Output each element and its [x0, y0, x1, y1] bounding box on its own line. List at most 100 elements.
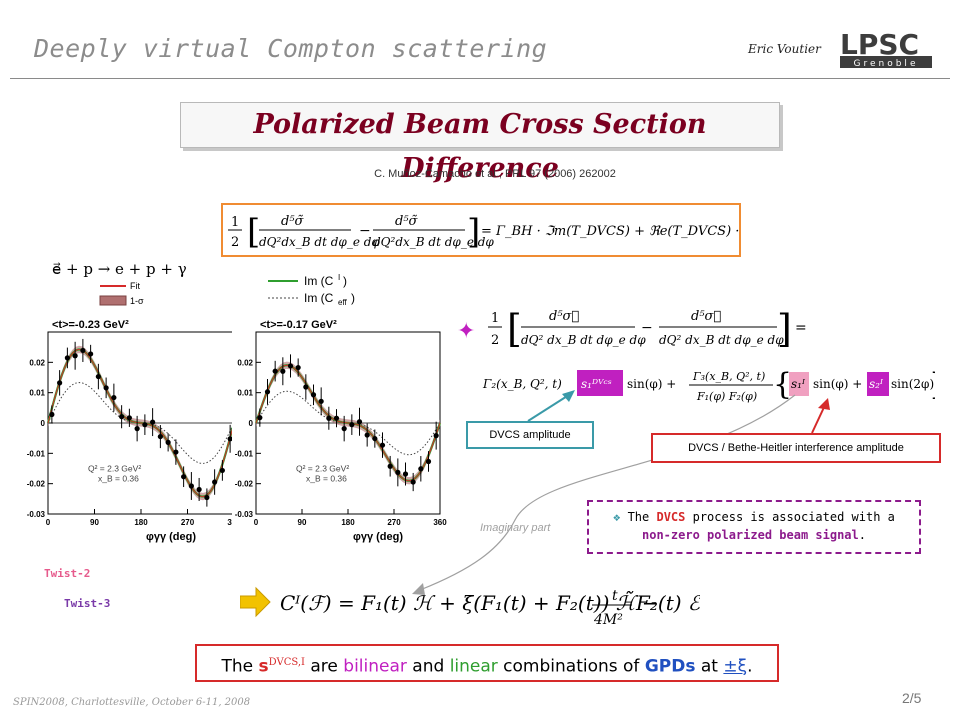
- reaction-equation: e⃗ + p → e + p + γ: [52, 260, 187, 278]
- note-dvcs: DVCS: [656, 510, 686, 524]
- svg-text:d⁵σ̃: d⁵σ̃: [281, 214, 305, 229]
- bsa-decomposition-formula: ✦ 1 2 [ d⁵σ⃗ dQ² dx_B dt dφ_e dφ − d⁵σ⃖ …: [457, 307, 935, 403]
- data-point: [410, 479, 416, 485]
- data-point: [280, 368, 286, 374]
- x-tick-label: 0: [46, 518, 51, 527]
- data-point: [264, 389, 271, 395]
- svg-text:2: 2: [231, 235, 239, 250]
- y-tick-label: -0.02: [27, 480, 46, 489]
- conclusion-p2: are: [304, 656, 344, 677]
- svg-text:]: ]: [777, 307, 792, 351]
- svg-text:s₁ᴵ: s₁ᴵ: [791, 377, 806, 391]
- data-point: [341, 426, 347, 432]
- svg-text:✦: ✦: [457, 319, 475, 344]
- y-tick-label: 0.02: [29, 358, 45, 367]
- conclusion-pm-xi: ±ξ: [723, 656, 748, 677]
- conclusion-p7: .: [747, 656, 753, 677]
- x-tick-label: 360: [433, 518, 447, 527]
- svg-text:1: 1: [491, 311, 499, 326]
- data-point: [333, 415, 340, 421]
- svg-text:[: [: [507, 307, 522, 351]
- svg-text:}: }: [929, 367, 935, 402]
- y-tick-label: -0.03: [27, 510, 46, 519]
- svg-text:s₁ᴰⱽᶜˢ: s₁ᴰⱽᶜˢ: [581, 377, 612, 391]
- y-tick-label: 0: [41, 419, 46, 428]
- data-point: [303, 384, 309, 390]
- data-point: [372, 435, 378, 442]
- plot-left: 0.020.010-0.01-0.02-0.030 90 180 270 360φγγ …: [20, 318, 246, 548]
- conclusion-p6: at: [695, 656, 724, 677]
- kin-q2-label: Q² = 2.3 GeV²: [88, 464, 141, 474]
- data-point: [272, 368, 278, 374]
- data-point: [395, 469, 401, 475]
- data-point: [425, 458, 432, 465]
- svg-text:dQ²dx_B dt dφ_e dφ: dQ²dx_B dt dφ_e dφ: [259, 235, 380, 249]
- svg-text:−: −: [359, 223, 371, 239]
- svg-text:{: {: [773, 367, 792, 402]
- dvcs-note-box: ❖ The DVCS process is associated with a …: [587, 500, 921, 554]
- data-point: [379, 442, 386, 448]
- twist2-label: Twist-2: [44, 567, 91, 580]
- data-point: [80, 347, 86, 354]
- data-point: [402, 471, 409, 477]
- data-point: [212, 479, 218, 485]
- imaginary-part-label: Imaginary part: [480, 522, 551, 534]
- conclusion-box: The sDVCS,I are bilinear and linear comb…: [195, 644, 779, 682]
- data-point: [119, 414, 125, 420]
- data-point: [126, 415, 132, 421]
- conclusion-p1: The: [221, 656, 259, 677]
- data-point: [196, 486, 202, 493]
- x-tick-label: 270: [387, 518, 401, 527]
- svg-text:F₂(t) ℰ: F₂(t) ℰ: [635, 591, 700, 615]
- legend-imceff-sub: eff: [338, 298, 348, 307]
- data-point: [49, 411, 55, 418]
- logo-subtext: Grenoble: [854, 59, 919, 69]
- dvcs-amplitude-label: DVCS amplitude: [466, 421, 594, 449]
- svg-text:sin(φ) +: sin(φ) +: [627, 377, 676, 391]
- plot-t-label: <t>=-0.23 GeV²: [52, 319, 129, 331]
- conclusion-sup: DVCS,I: [268, 657, 305, 668]
- x-axis-label: φγγ (deg): [353, 531, 403, 543]
- svg-text:1: 1: [231, 215, 239, 230]
- svg-text:d⁵σ⃖: d⁵σ⃖: [691, 309, 721, 324]
- conclusion-of: of: [623, 656, 640, 677]
- data-point: [310, 392, 317, 398]
- svg-text:2: 2: [491, 333, 499, 348]
- data-point: [103, 385, 109, 391]
- conclusion-linear: linear: [449, 656, 498, 677]
- data-point: [257, 415, 263, 421]
- data-point: [204, 494, 210, 501]
- note-line2-text: non-zero polarized beam signal: [642, 528, 859, 542]
- plot-right: 0.020.010-0.01-0.02-0.030 90 180 270 360φγγ …: [232, 318, 452, 548]
- svg-text:sin(φ) +: sin(φ) +: [813, 377, 862, 391]
- legend-imci-close: ): [343, 274, 347, 288]
- svg-text:dQ² dx_B dt dφ_e dφ: dQ² dx_B dt dφ_e dφ: [659, 333, 784, 347]
- conclusion-p4: combinations: [497, 656, 624, 677]
- x-tick-label: 90: [90, 518, 99, 527]
- svg-text:Γ₃(x_B, Q², t): Γ₃(x_B, Q², t): [692, 370, 765, 383]
- data-point: [134, 426, 140, 432]
- data-point: [173, 449, 179, 455]
- svg-text:]: ]: [467, 212, 480, 252]
- x-axis-label: φγγ (deg): [146, 531, 196, 543]
- y-tick-label: 0: [249, 419, 254, 428]
- x-tick-label: 180: [341, 518, 355, 527]
- y-tick-label: -0.01: [235, 449, 254, 458]
- legend-imci-label: Im (C: [304, 274, 334, 288]
- svg-text:d⁵σ̃: d⁵σ̃: [395, 214, 419, 229]
- svg-text:=: =: [795, 320, 807, 336]
- slide-title-box: Polarized Beam Cross Section Difference: [180, 102, 780, 184]
- svg-text:d⁵σ⃗: d⁵σ⃗: [549, 309, 579, 324]
- fit-curve: [47, 348, 235, 498]
- svg-text:Γ₂(x_B, Q², t): Γ₂(x_B, Q², t): [482, 377, 562, 391]
- data-point: [188, 483, 194, 489]
- conclusion-bilinear: bilinear: [343, 656, 407, 677]
- data-point: [364, 432, 370, 438]
- x-tick-label: 90: [298, 518, 307, 527]
- svg-text:sin(2φ): sin(2φ): [891, 377, 934, 391]
- kin-xb-label: x_B = 0.36: [306, 474, 347, 484]
- data-point: [95, 373, 101, 380]
- note-line-1: ❖ The DVCS process is associated with a: [589, 510, 919, 524]
- slide-title: Polarized Beam Cross Section Difference: [253, 109, 707, 184]
- author-name: Eric Voutier: [748, 42, 821, 56]
